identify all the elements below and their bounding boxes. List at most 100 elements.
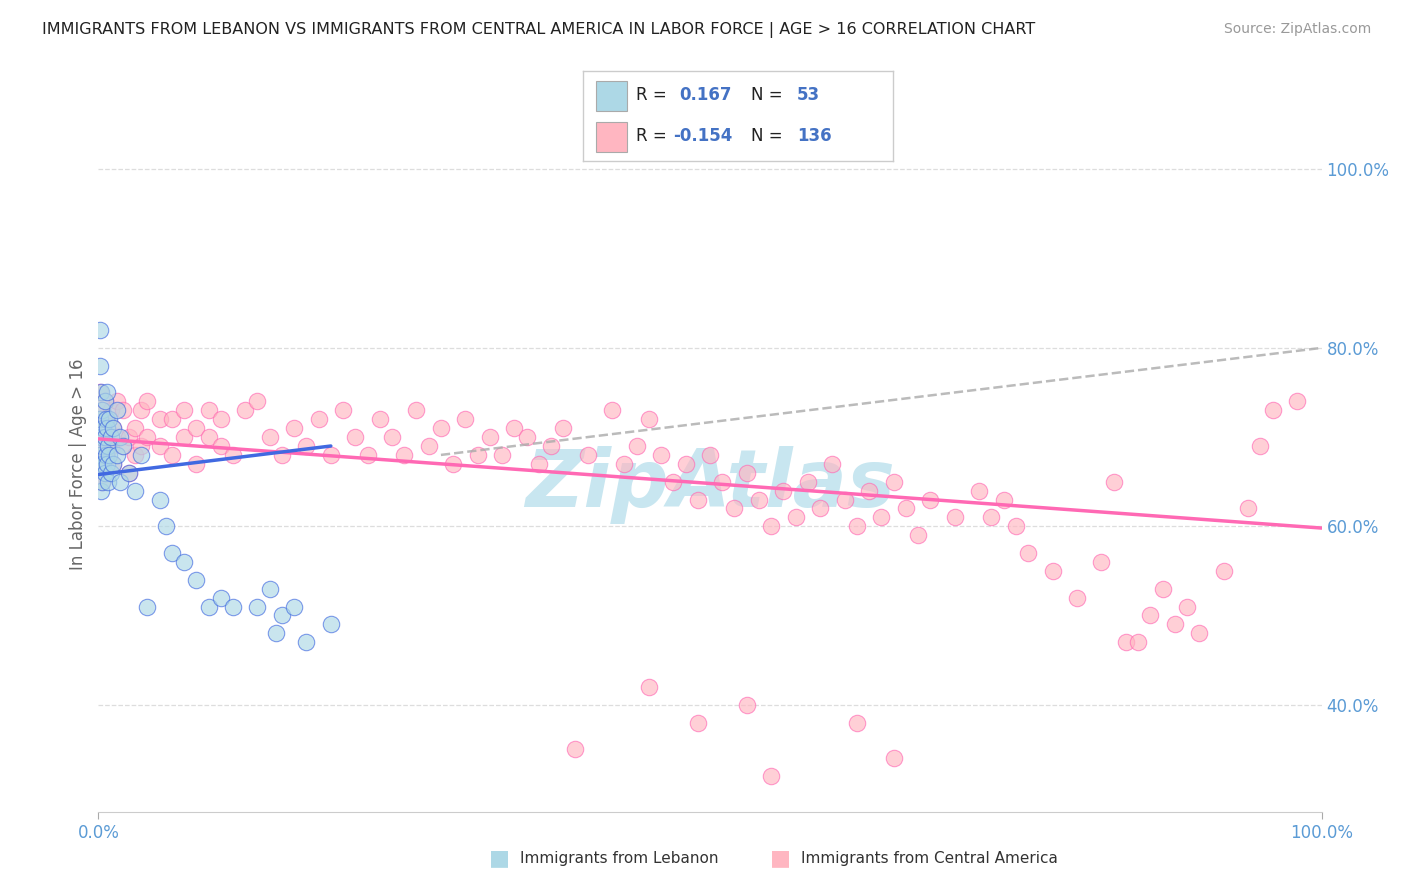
Point [675,457,697,471]
Point [491,448,513,462]
Point [89,323,111,337]
Point [91,403,114,417]
Y-axis label: In Labor Force | Age > 16: In Labor Force | Age > 16 [69,358,87,570]
Bar [596,81,627,111]
Point [381,430,404,444]
Point [90,430,112,444]
Text: Immigrants from Central America: Immigrants from Central America [801,851,1059,865]
Point [1188,626,1211,640]
Point [91,457,114,471]
Point [761,769,783,783]
Point [149,412,172,426]
Point [259,430,281,444]
Point [124,483,146,498]
Point [101,457,124,471]
Point [149,439,172,453]
Point [101,457,124,471]
Point [209,439,232,453]
Point [90,457,112,471]
Point [748,492,770,507]
Point [160,546,183,560]
Point [553,421,575,435]
Point [943,510,966,524]
Point [105,403,128,417]
Point [735,466,758,480]
Point [111,403,134,417]
Bar [596,122,627,152]
Point [186,573,208,587]
Point [222,448,245,462]
Point [993,492,1015,507]
Point [980,510,1002,524]
Point [98,412,121,426]
Point [295,635,318,649]
Point [93,394,115,409]
Point [1004,519,1026,533]
Point [967,483,990,498]
Point [1066,591,1088,605]
Point [332,403,354,417]
Point [129,448,152,462]
Point [173,403,195,417]
Point [808,501,831,516]
Point [600,403,623,417]
Point [735,698,758,712]
Text: ■: ■ [489,848,509,868]
Point [368,412,391,426]
Point [283,421,305,435]
Point [418,439,440,453]
Text: IMMIGRANTS FROM LEBANON VS IMMIGRANTS FROM CENTRAL AMERICA IN LABOR FORCE | AGE : IMMIGRANTS FROM LEBANON VS IMMIGRANTS FR… [42,22,1035,38]
Point [638,680,661,694]
Point [100,403,122,417]
Point [638,412,661,426]
Point [96,448,118,462]
Point [259,582,281,596]
Point [1286,394,1309,409]
Point [1090,555,1112,569]
Point [91,403,114,417]
Point [662,475,685,489]
Point [392,448,416,462]
Point [97,475,120,489]
Point [110,475,132,489]
Text: ■: ■ [770,848,790,868]
Text: 0.167: 0.167 [679,87,733,104]
Point [136,394,159,409]
Point [246,599,269,614]
Point [761,519,783,533]
Point [98,448,121,462]
Point [626,439,648,453]
Point [283,599,305,614]
Point [93,466,115,480]
Point [454,412,477,426]
Point [430,421,453,435]
Point [1237,501,1260,516]
Point [870,510,893,524]
Point [136,430,159,444]
Point [834,492,856,507]
Point [129,403,152,417]
Point [894,501,917,516]
Point [160,448,183,462]
Point [110,430,132,444]
Point [246,394,269,409]
Point [89,412,111,426]
Point [93,394,115,409]
Point [845,519,868,533]
Point [100,439,122,453]
Point [797,475,820,489]
Point [233,403,256,417]
Text: R =: R = [636,128,672,145]
Point [441,457,464,471]
Point [89,385,111,400]
Point [883,751,905,765]
Point [111,439,134,453]
Text: ZipAtlas: ZipAtlas [524,446,896,524]
Point [197,430,219,444]
Text: R =: R = [636,87,672,104]
Point [515,430,537,444]
Point [91,439,114,453]
Point [96,385,118,400]
Point [173,555,195,569]
Point [93,430,115,444]
